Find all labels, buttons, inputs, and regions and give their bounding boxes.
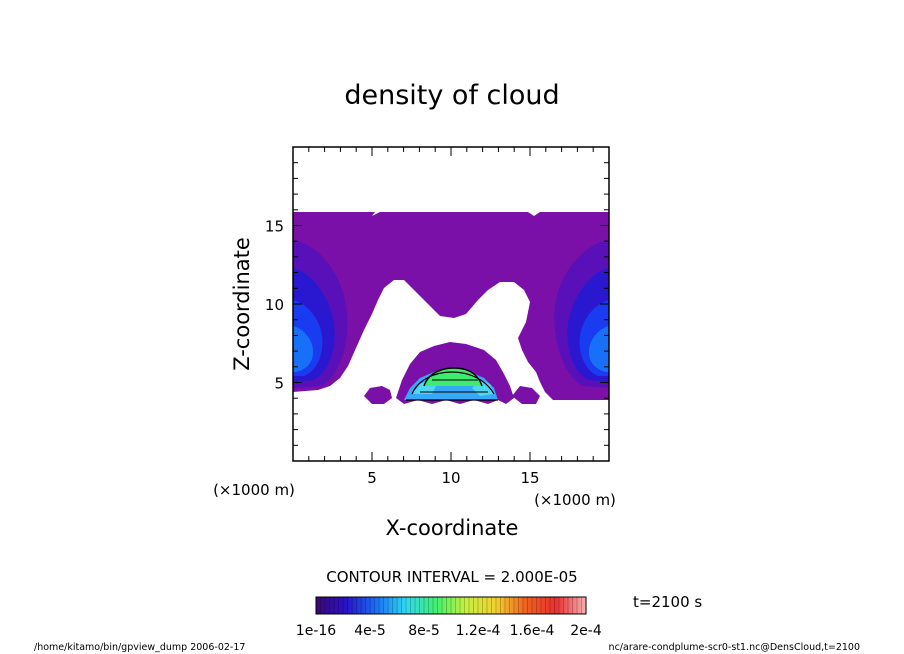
plume-core-green (424, 368, 482, 386)
cloud-layer-outer (293, 212, 609, 400)
cloud-lobe-right-4 (588, 326, 609, 372)
colorbar-tick-labels: 1e-16 4e-5 8e-5 1.2e-4 1.6e-4 2e-4 (296, 623, 602, 639)
colorbar-tick-label: 8e-5 (408, 623, 439, 639)
cloud-plume-right-blob (512, 386, 540, 404)
footer-right: nc/arare-condplume-scr0-st1.nc@DensCloud… (609, 642, 860, 653)
x-axis-unit: (×1000 m) (534, 491, 616, 509)
colorbar-tick-label: 1e-16 (296, 623, 336, 639)
chart-title: density of cloud (344, 80, 559, 111)
colorbar-tick-label: 2e-4 (570, 623, 602, 639)
y-tick-label: 10 (265, 296, 284, 314)
colorbar-tick-label: 4e-5 (354, 623, 385, 639)
axis-ticks (293, 147, 609, 461)
colorbar (316, 597, 586, 614)
x-axis-label: X-coordinate (386, 516, 519, 540)
colorbar-tick-label: 1.6e-4 (510, 623, 555, 639)
y-axis-unit: (×1000 m) (213, 481, 295, 499)
y-tick-label: 5 (274, 375, 284, 393)
colorbar-frame (315, 596, 587, 615)
time-label: t=2100 s (633, 593, 702, 611)
y-axis-label: Z-coordinate (230, 237, 254, 371)
footer-left: /home/kitamo/bin/gpview_dump 2006-02-17 (34, 642, 245, 653)
x-tick-label: 15 (520, 469, 539, 487)
contour-line-2 (411, 371, 495, 395)
x-tick-label: 5 (367, 469, 377, 487)
y-tick-label: 15 (265, 218, 284, 236)
plot-field (293, 212, 609, 404)
contour-interval-label: CONTOUR INTERVAL = 2.000E-05 (326, 568, 577, 586)
colorbar-stripes (320, 597, 582, 614)
x-tick-label: 10 (441, 469, 460, 487)
colorbar-tick-label: 1.2e-4 (456, 623, 501, 639)
axis-tick-labels: 5 10 15 5 10 15 (265, 218, 540, 488)
cloud-lobe-left-4 (293, 326, 314, 372)
cloud-plume-left-blob (364, 386, 392, 404)
